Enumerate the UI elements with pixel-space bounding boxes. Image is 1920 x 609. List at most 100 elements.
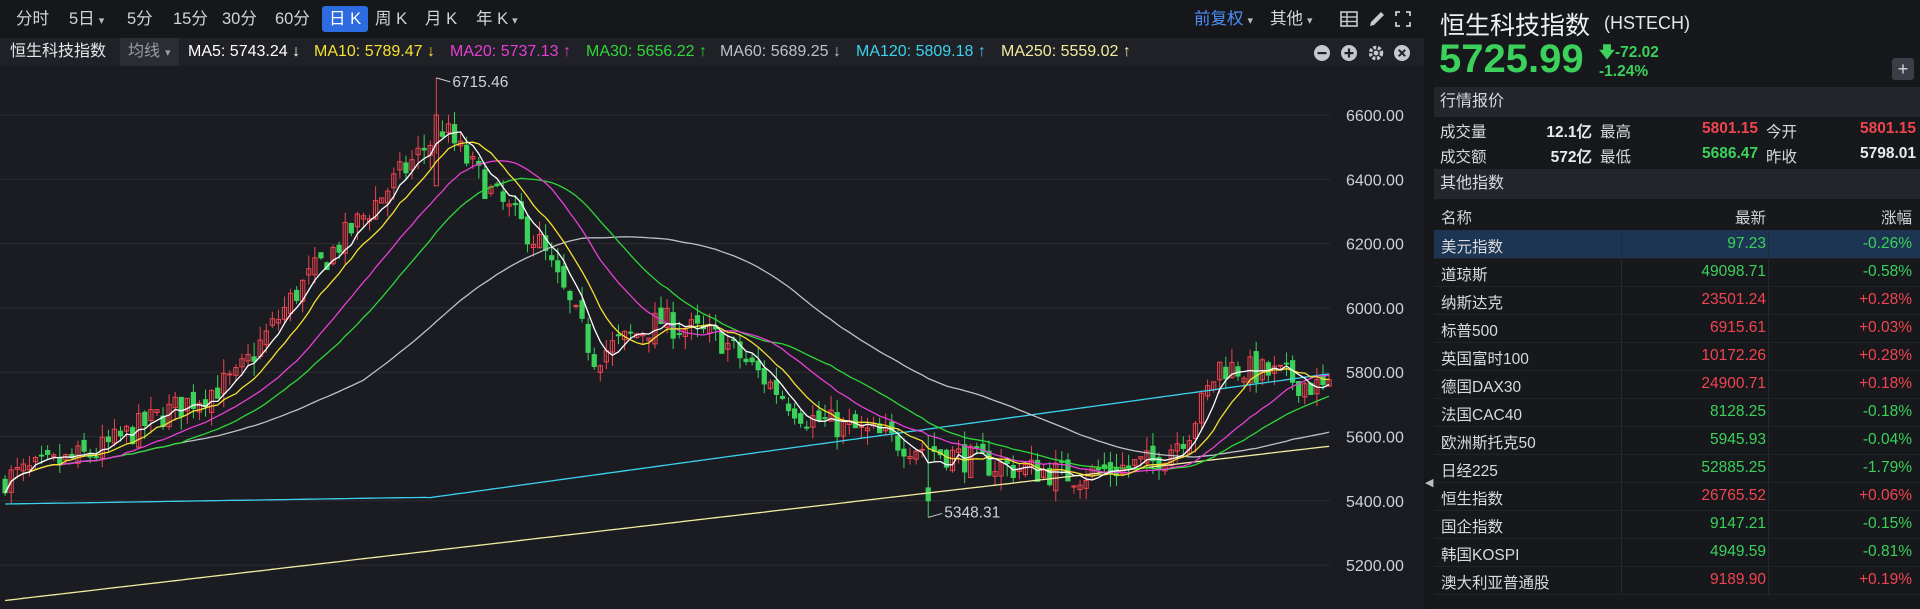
col-price-header: 最新 — [1734, 210, 1766, 227]
index-row[interactable]: 标普500 6915.61 +0.03% — [1434, 314, 1920, 343]
index-name-cell: 韩国KOSPI — [1441, 547, 1520, 564]
index-price-cell: 24900.71 — [1701, 375, 1766, 392]
candle-body — [640, 334, 646, 337]
zoom-out-icon[interactable] — [1313, 44, 1331, 62]
index-row[interactable]: 日经225 52885.25 -1.79% — [1434, 454, 1920, 483]
other-dropdown[interactable]: 其他 ▾ — [1270, 10, 1313, 28]
zoom-in-icon[interactable] — [1340, 44, 1358, 62]
period-tab-8[interactable]: 月 K — [425, 10, 458, 28]
index-price-cell: 8128.25 — [1709, 403, 1766, 420]
period-tab-6[interactable]: 日 K — [322, 6, 369, 32]
candle-body — [330, 246, 336, 265]
index-price-cell: 49098.71 — [1701, 263, 1766, 280]
low-label: 最低 — [1600, 149, 1632, 166]
candle-body — [372, 200, 379, 220]
candle-body — [536, 234, 543, 249]
period-tab-3[interactable]: 15分 — [173, 10, 208, 28]
fullscreen-icon[interactable] — [1393, 9, 1413, 29]
candle-body — [1077, 484, 1083, 491]
adjust-dropdown[interactable]: 前复权 ▾ — [1194, 10, 1254, 28]
low-value: 5686.47 — [1701, 145, 1758, 162]
column-divider — [1768, 286, 1769, 314]
index-name-cell: 德国DAX30 — [1441, 379, 1522, 396]
ma-value-5: MA120: 5809.18 ↑ — [856, 43, 986, 60]
candle-body — [300, 279, 306, 302]
candle-body — [336, 244, 342, 253]
candle-body — [579, 300, 585, 319]
ma30-line — [4, 177, 1330, 494]
layout-grid-icon[interactable] — [1339, 9, 1359, 29]
index-row[interactable]: 国企指数 9147.21 -0.15% — [1434, 510, 1920, 539]
index-row[interactable]: 美元指数 97.23 -0.26% — [1434, 230, 1920, 259]
candle-body — [488, 186, 494, 194]
period-tab-2[interactable]: 5分 — [127, 10, 153, 28]
index-row[interactable]: 德国DAX30 24900.71 +0.18% — [1434, 370, 1920, 399]
settings-icon[interactable] — [1367, 44, 1385, 62]
index-name-cell: 日经225 — [1441, 463, 1498, 480]
index-row[interactable]: 英国富时100 10172.26 +0.28% — [1434, 342, 1920, 371]
candle-body — [1162, 462, 1168, 472]
index-name-cell: 道琼斯 — [1441, 267, 1488, 284]
period-tab-7[interactable]: 周 K — [375, 10, 408, 28]
index-row[interactable]: 韩国KOSPI 4949.59 -0.81% — [1434, 538, 1920, 567]
candle-body — [719, 331, 725, 354]
candle-body — [652, 312, 658, 345]
ma-value-3: MA30: 5656.22 ↑ — [586, 43, 707, 60]
candle-body — [1283, 362, 1290, 365]
add-watchlist-button[interactable]: + — [1892, 58, 1914, 80]
candle-body — [1253, 351, 1259, 383]
prev-close-value: 5798.01 — [1859, 145, 1916, 162]
collapse-arrow-icon[interactable]: ◀ — [1425, 477, 1434, 489]
period-tab-5[interactable]: 60分 — [275, 10, 310, 28]
ma-type-selector[interactable]: 均线 ▾ — [120, 38, 179, 66]
index-name-cell: 法国CAC40 — [1441, 407, 1522, 424]
index-change-cell: -1.79% — [1862, 459, 1912, 476]
index-price-cell: 10172.26 — [1701, 347, 1766, 364]
ma-value-1: MA10: 5789.47 ↓ — [314, 43, 435, 60]
candle-body — [506, 203, 512, 207]
index-row[interactable]: 法国CAC40 8128.25 -0.18% — [1434, 398, 1920, 427]
close-icon[interactable] — [1393, 44, 1411, 62]
ma-value-0: MA5: 5743.24 ↓ — [188, 43, 301, 60]
candle-body — [397, 161, 403, 171]
index-row[interactable]: 欧洲斯托克50 5945.93 -0.04% — [1434, 426, 1920, 455]
candle-body — [196, 402, 203, 413]
ma-value-6: MA250: 5559.02 ↑ — [1001, 43, 1131, 60]
price-change-percent: -1.24% — [1599, 63, 1649, 80]
candle-body — [549, 255, 555, 261]
candle-body — [1095, 467, 1101, 471]
candle-body — [755, 360, 761, 371]
column-divider — [1768, 510, 1769, 538]
index-row[interactable]: 恒生指数 26765.52 +0.06% — [1434, 482, 1920, 511]
candle-body — [178, 396, 184, 417]
candle-body — [943, 449, 950, 468]
draw-brush-icon[interactable] — [1366, 9, 1386, 29]
candle-body — [269, 318, 275, 326]
candle-body — [1144, 450, 1150, 464]
high-label: 最高 — [1600, 124, 1632, 141]
candle-body — [20, 463, 26, 472]
index-row[interactable]: 纳斯达克 23501.24 +0.28% — [1434, 286, 1920, 315]
index-change-cell: +0.03% — [1858, 319, 1912, 336]
panel-splitter[interactable]: ◀ — [1424, 0, 1434, 609]
period-tab-1[interactable]: 5日 ▾ — [69, 10, 105, 28]
y-tick-label: 6000.00 — [1346, 301, 1404, 318]
candle-body — [105, 436, 111, 443]
index-row[interactable]: 澳大利亚普通股 9189.90 +0.19% — [1434, 566, 1920, 595]
period-tab-4[interactable]: 30分 — [222, 10, 257, 28]
candle-body — [1071, 485, 1077, 488]
candle-body — [785, 403, 792, 412]
period-tab-0[interactable]: 分时 — [16, 10, 49, 28]
candle-body — [992, 471, 998, 477]
candle-body — [1174, 443, 1180, 452]
kline-chart-panel: 分时 5日 ▾ 5分 15分 30分 60分日 K 周 K 月 K 年 K ▾ 前复权 ▾ 其他 ▾ 恒生科… — [0, 6, 1424, 609]
ma120-line — [5, 373, 1330, 505]
index-row[interactable]: 道琼斯 49098.71 -0.58% — [1434, 258, 1920, 287]
index-price-cell: 9189.90 — [1709, 571, 1766, 588]
index-name-cell: 英国富时100 — [1441, 351, 1529, 368]
period-tab-9[interactable]: 年 K ▾ — [476, 10, 518, 28]
candle-body — [1296, 381, 1302, 396]
index-price-cell: 97.23 — [1727, 235, 1766, 252]
candlestick-chart[interactable]: 6600.00 6400.00 6200.00 6000.00 5800.00 5600.… — [0, 66, 1424, 609]
candle-body — [791, 408, 798, 419]
